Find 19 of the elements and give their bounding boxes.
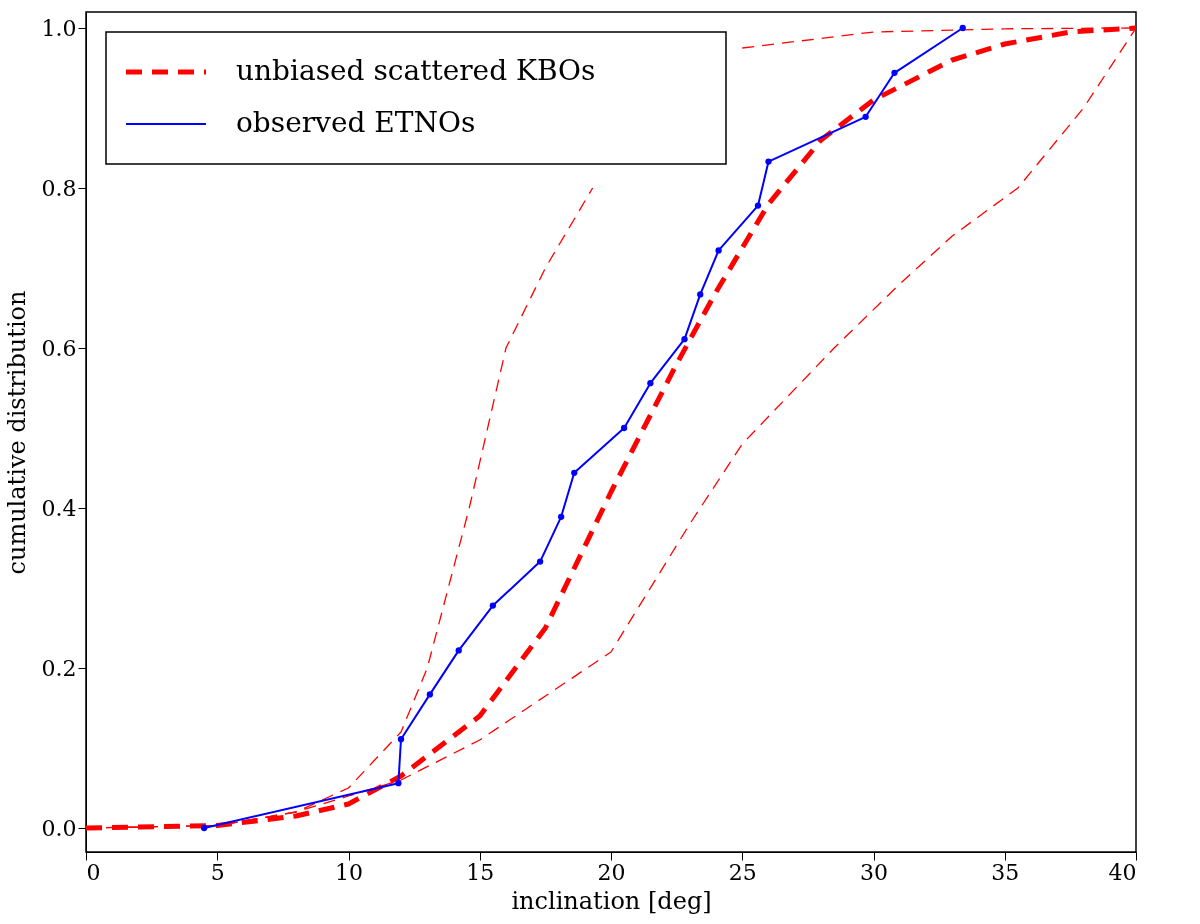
- x-tick-label: 10: [335, 859, 363, 885]
- x-tick-label: 30: [860, 859, 888, 885]
- x-tick-label: 15: [466, 859, 495, 885]
- y-tick-label: 0.8: [41, 175, 77, 201]
- legend-label: observed ETNOs: [236, 106, 476, 139]
- y-tick-label: 0.6: [41, 335, 77, 361]
- x-tick-label: 25: [728, 859, 757, 885]
- x-tick-label: 5: [210, 859, 225, 885]
- y-tick-label: 0.2: [41, 655, 77, 681]
- y-tick-label: 1.0: [41, 15, 77, 41]
- x-tick-label: 40: [1108, 859, 1137, 885]
- x-tick-label: 20: [597, 859, 626, 885]
- legend-label: unbiased scattered KBOs: [236, 54, 596, 87]
- y-tick-label: 0.0: [41, 815, 77, 841]
- y-axis-title: cumulative distribution: [2, 290, 31, 575]
- x-tick-label: 0: [86, 859, 101, 885]
- y-tick-label: 0.4: [41, 495, 77, 521]
- x-tick-label: 35: [991, 859, 1020, 885]
- x-axis-title: inclination [deg]: [511, 886, 712, 915]
